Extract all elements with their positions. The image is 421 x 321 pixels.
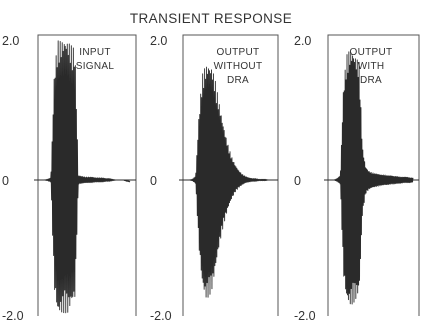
panel-label: DRA (227, 75, 249, 86)
panel-1: 2.0 0 -2.0 INPUT SIGNAL (2, 34, 137, 321)
ytick-label: 2.0 (294, 34, 311, 48)
signal-trace (188, 66, 272, 298)
ytick-label: 0 (294, 174, 301, 188)
ytick-label: 2.0 (2, 34, 19, 48)
panel-label: OUTPUT (217, 47, 260, 58)
panel-frame (37, 34, 137, 316)
ytick-label: -2.0 (2, 309, 24, 321)
signal-trace (43, 40, 131, 314)
ytick-label: 2.0 (150, 34, 167, 48)
panel-label: INPUT (79, 47, 111, 58)
panel-frame (327, 34, 420, 316)
ytick-label: 0 (150, 174, 157, 188)
figure-title: TRANSIENT RESPONSE (130, 11, 292, 26)
ytick-label: -2.0 (294, 309, 316, 321)
panel-2: 2.0 0 -2.0 OUTPUT WITHOUT DRA (150, 34, 279, 321)
signal-trace (333, 51, 414, 305)
panel-label: WITH (358, 61, 385, 72)
panel-label: SIGNAL (76, 61, 115, 72)
panel-label: OUTPUT (350, 47, 393, 58)
panel-frame (182, 34, 279, 316)
panel-label: WITHOUT (214, 61, 263, 72)
panel-label: DRA (360, 75, 382, 86)
ytick-label: -2.0 (150, 309, 172, 321)
chart-panels: 2.00-2.0INPUTSIGNAL2.00-2.0OUTPUTWITHOUT… (2, 34, 420, 321)
panel-3: 2.0 0 -2.0 OUTPUT WITH DRA (294, 34, 420, 321)
ytick-label: 0 (2, 174, 9, 188)
